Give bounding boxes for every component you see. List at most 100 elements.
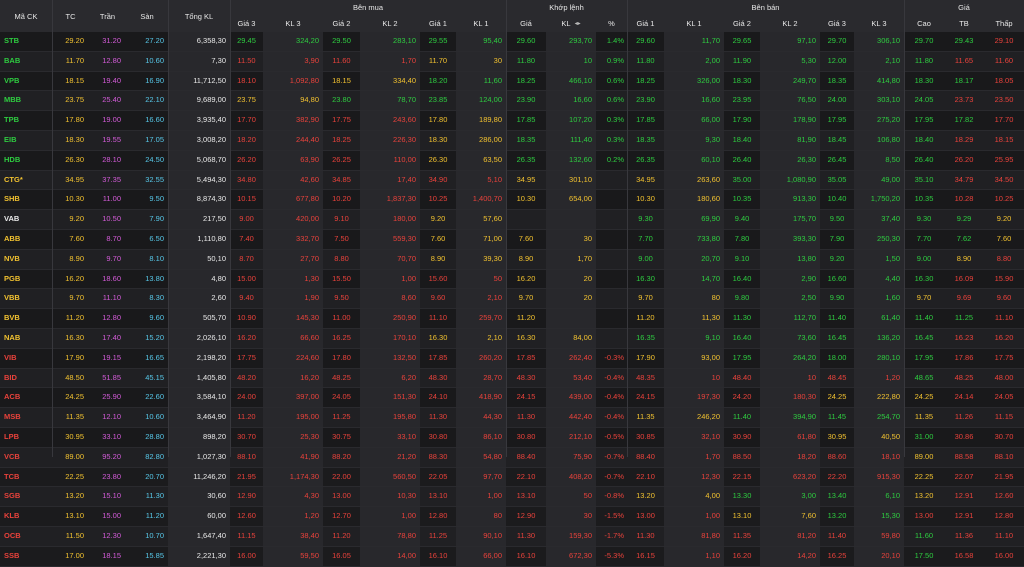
table-row[interactable]: ABB 7.60 8.70 6.50 1,110,80 7.40 332,70 7.50 559… xyxy=(0,229,1024,250)
col-total-volume[interactable]: Tổng KL xyxy=(184,11,214,21)
cell-symbol[interactable]: VBB xyxy=(4,293,20,303)
col-sell-vol1[interactable]: KL 1 xyxy=(686,18,702,28)
table-row[interactable]: VPB 18.15 19.40 16.90 11,712,50 18.10 1,092,80… xyxy=(0,71,1024,92)
col-buy-vol3[interactable]: KL 3 xyxy=(285,18,301,28)
table-row[interactable]: VIB 17.90 19.15 16.65 2,198,20 17.75 224,60 17.… xyxy=(0,348,1024,369)
cell-floor: 16.90 xyxy=(145,75,164,85)
col-buy-vol2[interactable]: KL 2 xyxy=(382,18,398,28)
table-row[interactable]: SSB 17.00 18.15 15.85 2,221,30 16.00 59,50 16.0… xyxy=(0,546,1024,567)
cell-buy-price2: 10.20 xyxy=(332,194,351,204)
cell-symbol[interactable]: MSB xyxy=(4,412,21,422)
cell-match-pct: 0.6% xyxy=(606,95,624,105)
col-sell-price3[interactable]: Giá 3 xyxy=(828,18,846,28)
cell-sell-vol1: 197,30 xyxy=(664,388,724,408)
cell-symbol[interactable]: VAB xyxy=(4,214,20,224)
table-row[interactable]: VBB 9.70 11.10 8.30 2,60 9.40 1,90 9.50 8,60 9.60… xyxy=(0,289,1024,310)
table-row[interactable]: BID 48.50 51.85 45.15 1,405,80 48.20 16,20 48.2… xyxy=(0,368,1024,389)
col-buy-vol1[interactable]: KL 1 xyxy=(473,18,489,28)
table-row[interactable]: HDB 26.30 28.10 24.50 5,068,70 26.20 63,90 26.2… xyxy=(0,150,1024,171)
table-row[interactable]: OCB 11.50 12.30 10.70 1,647,40 11.15 38,40 11.2… xyxy=(0,526,1024,547)
cell-symbol[interactable]: EIB xyxy=(4,134,17,144)
table-row[interactable]: MBB 23.75 25.40 22.10 9,689,00 23.75 94,80 23.8… xyxy=(0,91,1024,112)
cell-symbol[interactable]: CTG* xyxy=(4,174,23,184)
col-low[interactable]: Thấp xyxy=(995,18,1013,28)
table-row[interactable]: MSB 11.35 12.10 10.60 3,464,90 11.20 195,00 11.… xyxy=(0,408,1024,428)
table-row[interactable]: LPB 30.95 33.10 28.80 898,20 30.70 25,30 30.75 3… xyxy=(0,427,1024,448)
cell-symbol[interactable]: SGB xyxy=(4,491,21,501)
cell-ref: 9.20 xyxy=(69,214,84,224)
cell-symbol[interactable]: KLB xyxy=(4,511,20,521)
col-sell-price2[interactable]: Giá 2 xyxy=(733,18,751,28)
sort-arrows-icon[interactable]: ◂▸ xyxy=(574,20,581,27)
table-row[interactable]: SHB 10.30 11.00 9.50 8,874,30 10.15 677,80 10.2… xyxy=(0,190,1024,211)
table-row[interactable]: PGB 16.20 18.60 13.80 4,80 15.00 1,30 15.50 1,00… xyxy=(0,269,1024,290)
table-row[interactable]: CTG* 34.95 37.35 32.55 5,494,30 34.80 42,60 34.… xyxy=(0,170,1024,191)
cell-symbol[interactable]: NVB xyxy=(4,253,20,263)
col-match-pct[interactable]: % xyxy=(608,18,615,28)
col-ref[interactable]: TC xyxy=(65,11,76,21)
col-symbol[interactable]: Mã CK xyxy=(14,11,38,21)
table-row[interactable]: TPB 17.80 19.00 16.60 3,935,40 17.70 382,90 17.… xyxy=(0,111,1024,131)
col-sell-vol2[interactable]: KL 2 xyxy=(782,18,798,28)
cell-buy-vol1: 30 xyxy=(456,51,506,71)
cell-avg: 26.20 xyxy=(954,154,974,164)
table-row[interactable]: BVB 11.20 12.80 9.60 505,70 10.90 145,30 11.00 2… xyxy=(0,309,1024,329)
cell-sell-price1: 23.90 xyxy=(636,95,655,105)
cell-symbol[interactable]: BAB xyxy=(4,55,21,65)
cell-symbol[interactable]: OCB xyxy=(4,530,21,540)
cell-symbol[interactable]: MBB xyxy=(4,95,22,105)
cell-floor: 9.60 xyxy=(149,313,164,323)
cell-symbol[interactable]: ABB xyxy=(4,233,21,243)
cell-symbol[interactable]: LPB xyxy=(4,431,19,441)
cell-avg: 16.58 xyxy=(954,550,974,560)
table-row[interactable]: VAB 9.20 10.50 7.90 217,50 9.00 420,00 9.10 180,… xyxy=(0,210,1024,230)
cell-sell-vol3: 106,80 xyxy=(854,130,904,150)
cell-symbol[interactable]: TPB xyxy=(4,115,19,125)
cell-buy-vol3: 420,00 xyxy=(263,210,323,229)
cell-match-vol: 111,40 xyxy=(546,130,596,150)
cell-match-pct xyxy=(596,270,628,289)
cell-low: 10.25 xyxy=(994,194,1014,204)
cell-symbol[interactable]: VIB xyxy=(4,352,17,362)
cell-low: 18.05 xyxy=(994,75,1014,85)
col-buy-price1[interactable]: Giá 1 xyxy=(429,18,447,28)
col-buy-price3[interactable]: Giá 3 xyxy=(237,18,256,28)
cell-symbol[interactable]: BID xyxy=(4,372,17,382)
cell-symbol[interactable]: SHB xyxy=(4,194,20,204)
cell-total-vol: 50,10 xyxy=(168,249,230,269)
col-match-price[interactable]: Giá xyxy=(520,18,532,28)
cell-symbol[interactable]: VPB xyxy=(4,75,20,85)
cell-symbol[interactable]: HDB xyxy=(4,154,21,164)
col-sell-price1[interactable]: Giá 1 xyxy=(636,18,655,28)
col-high[interactable]: Cao xyxy=(917,18,931,28)
cell-buy-vol2: 10,30 xyxy=(360,487,420,507)
table-row[interactable]: STB 29.20 31.20 27.20 6,358,30 29.45 324,20 29.… xyxy=(0,32,1024,52)
cell-symbol[interactable]: ACB xyxy=(4,392,21,402)
table-row[interactable]: KLB 13.10 15.00 11.20 60,00 12.60 1,20 12.70 1,0… xyxy=(0,507,1024,527)
table-row[interactable]: ACB 24.25 25.90 22.60 3,584,10 24.00 397,00 24.… xyxy=(0,388,1024,409)
col-sell-vol3[interactable]: KL 3 xyxy=(871,18,887,28)
table-row[interactable]: SGB 13.20 15.10 11.30 30,60 12.90 4,30 13.00 10,… xyxy=(0,487,1024,508)
cell-sell-vol1: 263,60 xyxy=(664,170,724,190)
cell-sell-vol3: 37,40 xyxy=(854,210,904,229)
col-match-volume[interactable]: KL ◂▸ xyxy=(546,14,596,32)
table-row[interactable]: VCB 89.00 95.20 82.80 1,027,30 88.10 41,90 88.2… xyxy=(0,447,1024,468)
cell-symbol[interactable]: NAB xyxy=(4,332,21,342)
cell-symbol[interactable]: TCB xyxy=(4,471,20,481)
table-row[interactable]: NAB 16.30 17.40 15.20 2,026,10 16.20 66,60 16.2… xyxy=(0,328,1024,349)
table-row[interactable]: EIB 18.30 19.55 17.05 3,008,20 18.20 244,40 18.… xyxy=(0,130,1024,151)
table-row[interactable]: BAB 11.70 12.80 10.60 7,30 11.50 3,90 11.60 1,70… xyxy=(0,51,1024,72)
col-floor[interactable]: Sàn xyxy=(140,11,154,21)
table-row[interactable]: NVB 8.90 9.70 8.10 50,10 8.70 27,70 8.80 70,70 8.… xyxy=(0,249,1024,270)
table-row[interactable]: TCB 22.25 23.80 20.70 11,246,20 21.95 1,174,30… xyxy=(0,467,1024,488)
col-buy-price2[interactable]: Giá 2 xyxy=(332,18,351,28)
col-avg[interactable]: TB xyxy=(959,18,969,28)
cell-symbol[interactable]: BVB xyxy=(4,313,20,323)
cell-symbol[interactable]: VCB xyxy=(4,451,20,461)
col-ceiling[interactable]: Trần xyxy=(99,11,116,21)
cell-symbol[interactable]: STB xyxy=(4,36,19,45)
cell-ref: 26.30 xyxy=(65,154,84,164)
cell-symbol[interactable]: SSB xyxy=(4,550,20,560)
cell-symbol[interactable]: PGB xyxy=(4,273,21,283)
cell-match-price: 7.60 xyxy=(518,233,534,243)
